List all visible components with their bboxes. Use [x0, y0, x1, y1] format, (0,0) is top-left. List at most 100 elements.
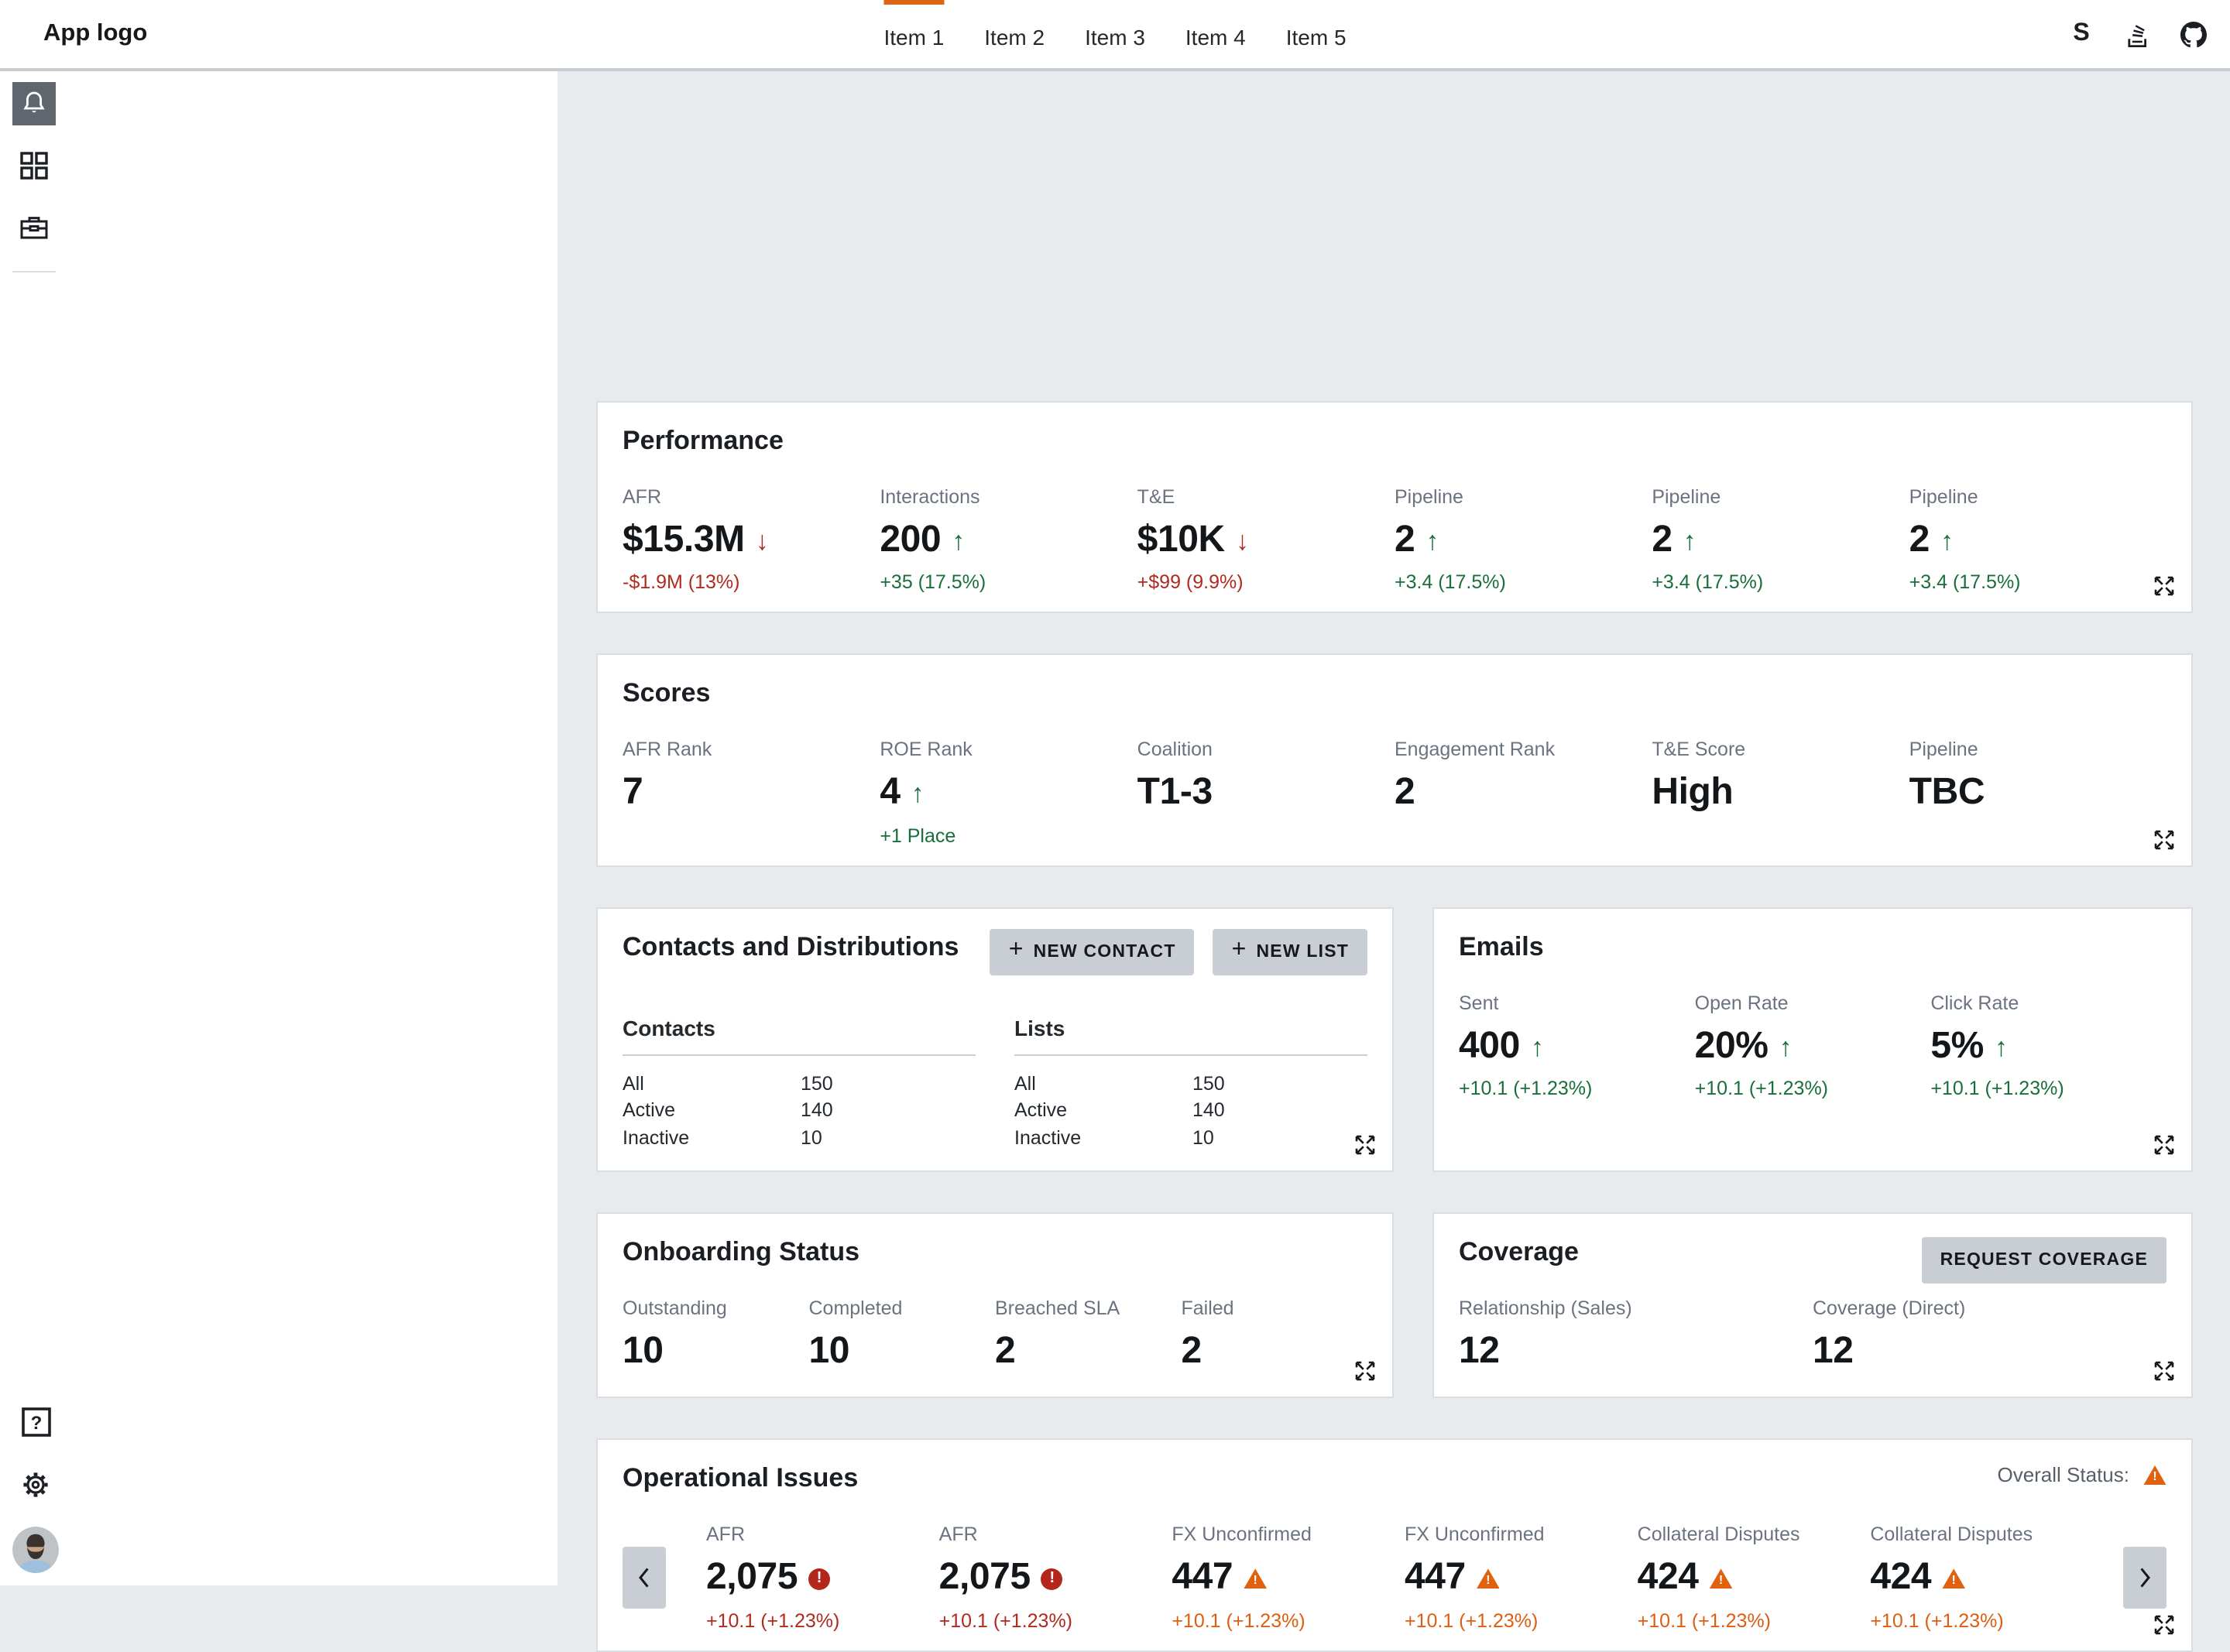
metric-value: 400 — [1459, 1024, 1520, 1067]
metric: FX Unconfirmed 447 +10.1 (+1.23%) — [1172, 1524, 1405, 1632]
dashboard-app: App logo Item 1 Item 2 Item 3 Item 4 Item 5 … — [0, 0, 2230, 1585]
row-value: 150 — [801, 1072, 833, 1095]
metric-value: 2 — [995, 1330, 1016, 1373]
metric-label: AFR — [938, 1523, 978, 1546]
status-icon — [1041, 1568, 1063, 1590]
metric-label: Failed — [1181, 1297, 1234, 1320]
row-value: 140 — [801, 1099, 833, 1122]
metric: Pipeline 2 ↑ +3.4 (17.5%) — [1909, 486, 2167, 594]
metric-value: 2,075 — [938, 1556, 1031, 1599]
expand-icon[interactable] — [1352, 1360, 1377, 1385]
grid-icon[interactable] — [12, 144, 56, 187]
mini-table: Contacts All 150 Active 140 — [623, 1016, 976, 1153]
metric-value: 2 — [1395, 771, 1415, 814]
metric-value: 10 — [623, 1330, 664, 1373]
card-title: Operational Issues — [623, 1463, 859, 1493]
metric: Engagement Rank 2 — [1395, 739, 1652, 847]
contacts-tables: Contacts All 150 Active 140 — [623, 1016, 1367, 1153]
metric: Open Rate 20% ↑ +10.1 (+1.23%) — [1695, 992, 1931, 1100]
scores-metrics: AFR Rank 7 ROE Rank 4 ↑ +1 Place — [623, 739, 2167, 847]
metric-label: T&E Score — [1652, 739, 1746, 761]
expand-icon[interactable] — [2151, 1360, 2176, 1385]
card-title: Onboarding Status — [623, 1237, 859, 1267]
row-label: Inactive — [1014, 1126, 1082, 1149]
metric-value: 2 — [1909, 519, 1930, 560]
metric-value: 424 — [1637, 1556, 1699, 1599]
metric-label: Interactions — [880, 486, 980, 508]
warning-triangle-icon — [2143, 1465, 2167, 1486]
metric-change: +10.1 (+1.23%) — [1172, 1609, 1305, 1632]
metric-value: 447 — [1172, 1556, 1233, 1599]
table-header: Lists — [1014, 1016, 1367, 1056]
nav-item[interactable]: Item 4 — [1185, 24, 1246, 49]
metric-value: 4 — [880, 771, 901, 814]
metric: Sent 400 ↑ +10.1 (+1.23%) — [1459, 992, 1695, 1100]
button-label: REQUEST COVERAGE — [1940, 1251, 2148, 1270]
main-nav: Item 1 Item 2 Item 3 Item 4 Item 5 — [883, 0, 1347, 68]
metric-label: Open Rate — [1694, 992, 1789, 1014]
stackoverflow-icon[interactable] — [2123, 19, 2151, 50]
gear-icon[interactable] — [14, 1463, 57, 1506]
coverage-card: Coverage REQUEST COVERAGE Relationship (… — [1432, 1212, 2193, 1399]
card-title: Performance — [623, 426, 784, 455]
request-coverage-button[interactable]: REQUEST COVERAGE — [1921, 1237, 2167, 1284]
metric: FX Unconfirmed 447 +10.1 (+1.23%) — [1405, 1524, 1638, 1632]
metric: Coalition T1-3 — [1137, 739, 1395, 847]
row-label: All — [1014, 1072, 1036, 1095]
metric-change: +1 Place — [880, 824, 956, 847]
trend-arrow-icon: ↓ — [1235, 526, 1249, 556]
next-button[interactable] — [2123, 1547, 2167, 1609]
topbar-icons: S — [2067, 19, 2207, 50]
metric-value: $15.3M — [623, 519, 745, 560]
metric-label: Collateral Disputes — [1637, 1523, 1800, 1546]
metric-change: +10.1 (+1.23%) — [1404, 1609, 1539, 1632]
metric-label: Pipeline — [1909, 739, 1978, 761]
card-title: Contacts and Distributions — [623, 931, 959, 961]
nav-item[interactable]: Item 2 — [984, 24, 1045, 49]
metric: AFR Rank 7 — [623, 739, 880, 847]
prev-button[interactable] — [623, 1547, 666, 1609]
card-title: Coverage — [1459, 1237, 1579, 1267]
help-icon[interactable]: ? — [14, 1400, 57, 1443]
contacts-card: Contacts and Distributions + NEW CONTACT… — [596, 907, 1394, 1173]
nav-item[interactable]: Item 5 — [1285, 24, 1347, 49]
nav-item[interactable]: Item 3 — [1085, 24, 1145, 49]
metric-value: 12 — [1813, 1330, 1854, 1373]
github-icon[interactable] — [2179, 19, 2207, 50]
svg-text:?: ? — [30, 1412, 42, 1433]
emails-metrics: Sent 400 ↑ +10.1 (+1.23%) Open Rate 20% … — [1459, 992, 2167, 1100]
metric-label: AFR Rank — [623, 739, 712, 761]
bell-icon[interactable] — [12, 82, 56, 125]
row-label: Inactive — [623, 1126, 690, 1149]
row-label: Active — [1014, 1099, 1068, 1122]
trend-arrow-icon: ↓ — [755, 526, 769, 556]
briefcase-icon[interactable] — [12, 206, 56, 249]
table-row: Inactive 10 — [623, 1126, 976, 1153]
metric-value: TBC — [1909, 771, 1985, 814]
metric-change: +10.1 (+1.23%) — [1930, 1078, 2064, 1100]
emails-card: Emails Sent 400 ↑ +10.1 (+1.23%) Open Ra… — [1432, 907, 2193, 1173]
metric: Click Rate 5% ↑ +10.1 (+1.23%) — [1930, 992, 2167, 1100]
new-button[interactable]: + NEW CONTACT — [990, 928, 1195, 975]
metric-change: +$99 (9.9%) — [1137, 571, 1244, 594]
new-button[interactable]: + NEW LIST — [1213, 928, 1367, 975]
metric-change: +10.1 (+1.23%) — [938, 1609, 1072, 1632]
metric: AFR $15.3M ↓ -$1.9M (13%) — [623, 486, 880, 594]
s-logo-icon[interactable]: S — [2067, 19, 2095, 50]
expand-icon[interactable] — [2151, 575, 2176, 600]
metric-change: +3.4 (17.5%) — [1909, 571, 2021, 594]
metric-label: FX Unconfirmed — [1404, 1523, 1545, 1546]
overall-status: Overall Status: — [1997, 1464, 2167, 1487]
avatar[interactable] — [12, 1527, 59, 1573]
metric: Pipeline 2 ↑ +3.4 (17.5%) — [1652, 486, 1909, 594]
metric: Breached SLA 2 — [995, 1298, 1182, 1379]
expand-icon[interactable] — [2151, 1613, 2176, 1638]
nav-item[interactable]: Item 1 — [883, 0, 945, 68]
expand-icon[interactable] — [2151, 828, 2176, 853]
metric: Failed 2 — [1182, 1298, 1368, 1379]
operational-metrics: AFR 2,075 +10.1 (+1.23%) AFR 2,075 — [686, 1524, 2103, 1632]
metric-value: 7 — [623, 771, 643, 814]
expand-icon[interactable] — [2151, 1134, 2176, 1159]
expand-icon[interactable] — [1352, 1134, 1377, 1159]
app-logo: App logo — [43, 20, 148, 46]
